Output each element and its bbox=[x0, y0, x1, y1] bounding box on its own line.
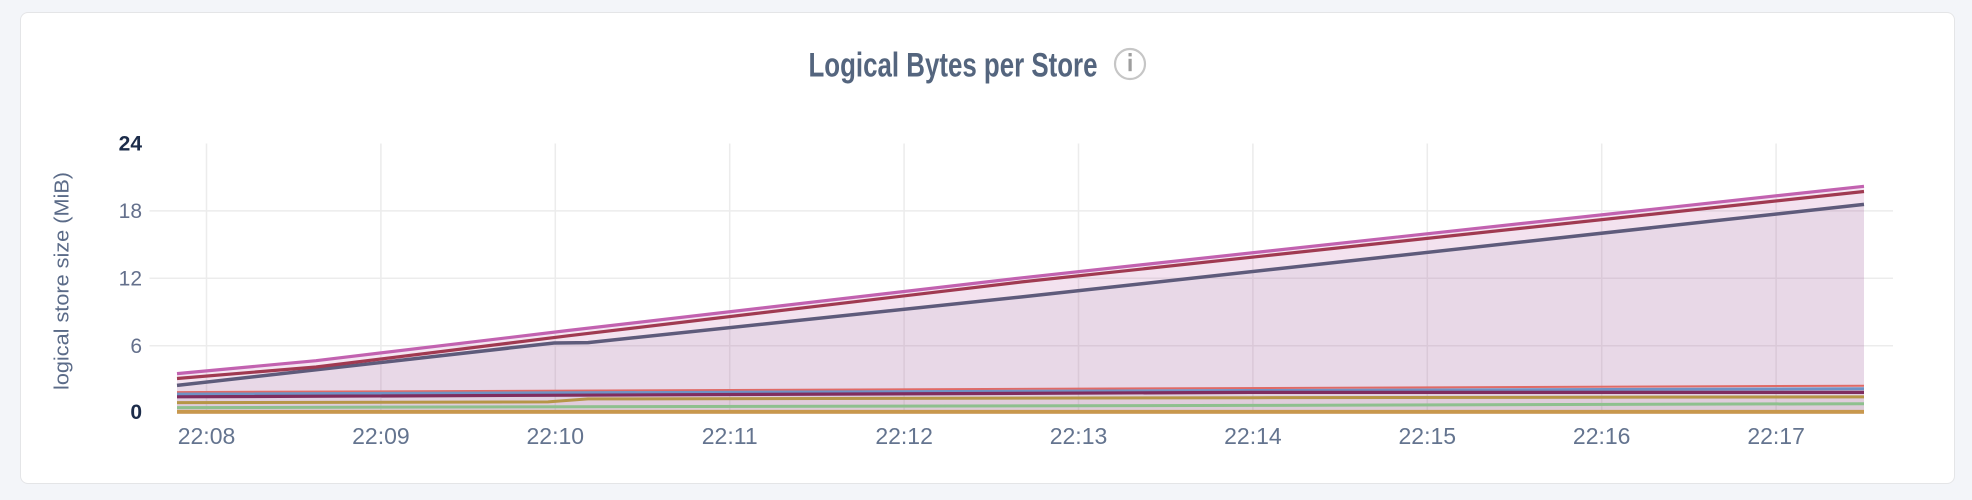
svg-text:22:16: 22:16 bbox=[1573, 423, 1631, 449]
svg-text:22:17: 22:17 bbox=[1747, 423, 1805, 449]
svg-text:22:10: 22:10 bbox=[527, 423, 585, 449]
svg-text:6: 6 bbox=[130, 335, 142, 358]
svg-text:22:12: 22:12 bbox=[875, 423, 933, 449]
svg-text:logical store size (MiB): logical store size (MiB) bbox=[52, 172, 74, 390]
svg-text:0: 0 bbox=[130, 401, 142, 424]
svg-text:Logical Bytes per Store: Logical Bytes per Store bbox=[809, 47, 1098, 85]
svg-text:22:11: 22:11 bbox=[702, 423, 758, 449]
svg-text:22:08: 22:08 bbox=[178, 423, 236, 449]
svg-text:18: 18 bbox=[119, 200, 142, 223]
svg-text:22:09: 22:09 bbox=[352, 423, 410, 449]
svg-text:22:13: 22:13 bbox=[1050, 423, 1108, 449]
svg-text:22:15: 22:15 bbox=[1399, 423, 1457, 449]
svg-text:22:14: 22:14 bbox=[1224, 423, 1282, 449]
svg-text:12: 12 bbox=[119, 268, 142, 291]
svg-text:24: 24 bbox=[119, 133, 143, 156]
